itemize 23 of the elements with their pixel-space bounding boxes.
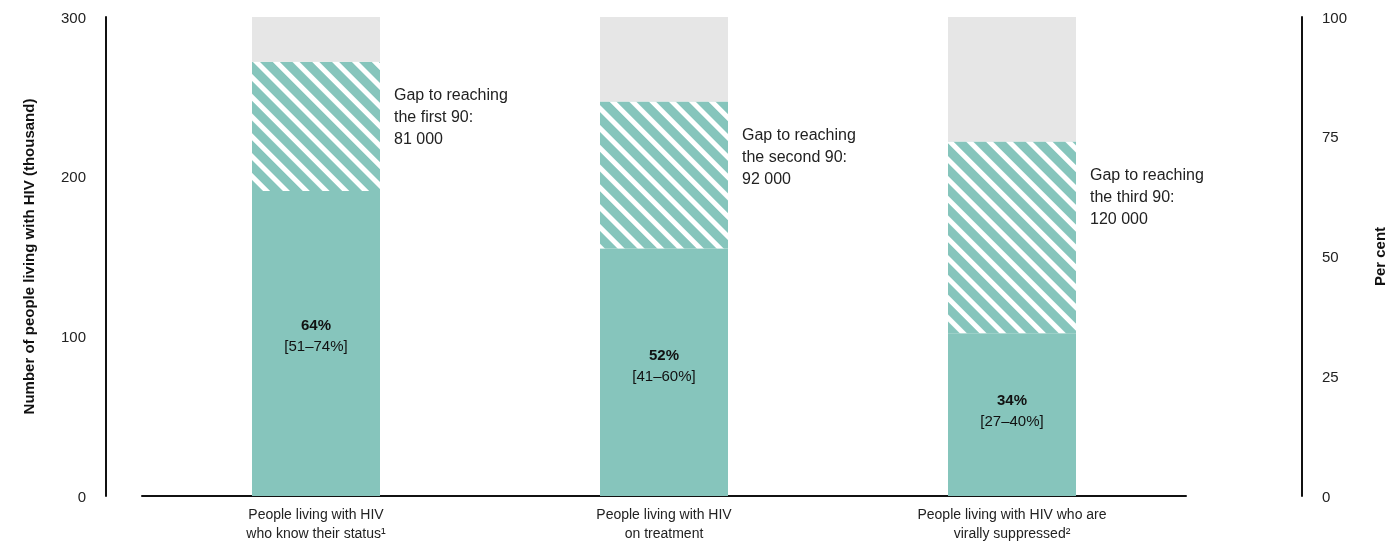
y2-axis-title: Per cent [1371,226,1388,287]
annotation: 52% [648,346,680,364]
y-tick-label: 100 [60,327,86,345]
y-axis-title: Number of people living with HIV (thousand) [20,98,37,415]
y2-tick-label: 0 [1322,487,1331,505]
annotation: [51–74%] [284,336,348,354]
x-tick-label: People living with HIV on treatment [596,505,733,541]
y2-tick-label: 50 [1322,248,1339,265]
annotation: 34% [996,391,1028,409]
x-tick-label: People living with HIV who know their status¹ [245,505,386,541]
annotation: [27–40%] [980,412,1044,430]
annotation: Gap to reaching the second 90: 92 000 [742,126,856,188]
y-tick-label: 300 [60,8,86,26]
x-tick-label: People living with HIV who are virally suppressed² [917,505,1107,541]
y2-tick-label: 25 [1322,367,1339,385]
y-tick-label: 0 [77,487,86,505]
y2-tick-label: 75 [1322,128,1339,146]
y-tick-label: 200 [60,168,86,186]
annotation: Gap to reaching the first 90: 81 000 [394,86,508,148]
annotation: [41–60%] [632,367,696,385]
annotation: Gap to reaching the third 90: 120 000 [1090,166,1204,228]
annotation: 64% [300,315,332,333]
y2-tick-label: 100 [1322,8,1348,26]
